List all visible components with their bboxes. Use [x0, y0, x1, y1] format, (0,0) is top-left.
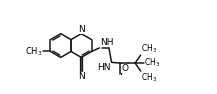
Text: CH$_3$: CH$_3$ [141, 42, 157, 55]
Text: CH$_3$: CH$_3$ [141, 71, 157, 84]
Text: CH$_3$: CH$_3$ [144, 57, 161, 69]
Text: NH: NH [100, 38, 113, 47]
Text: CH$_3$: CH$_3$ [25, 45, 43, 58]
Text: HN: HN [97, 63, 111, 72]
Text: O: O [121, 64, 128, 73]
Text: N: N [78, 72, 85, 81]
Text: N: N [78, 25, 85, 34]
